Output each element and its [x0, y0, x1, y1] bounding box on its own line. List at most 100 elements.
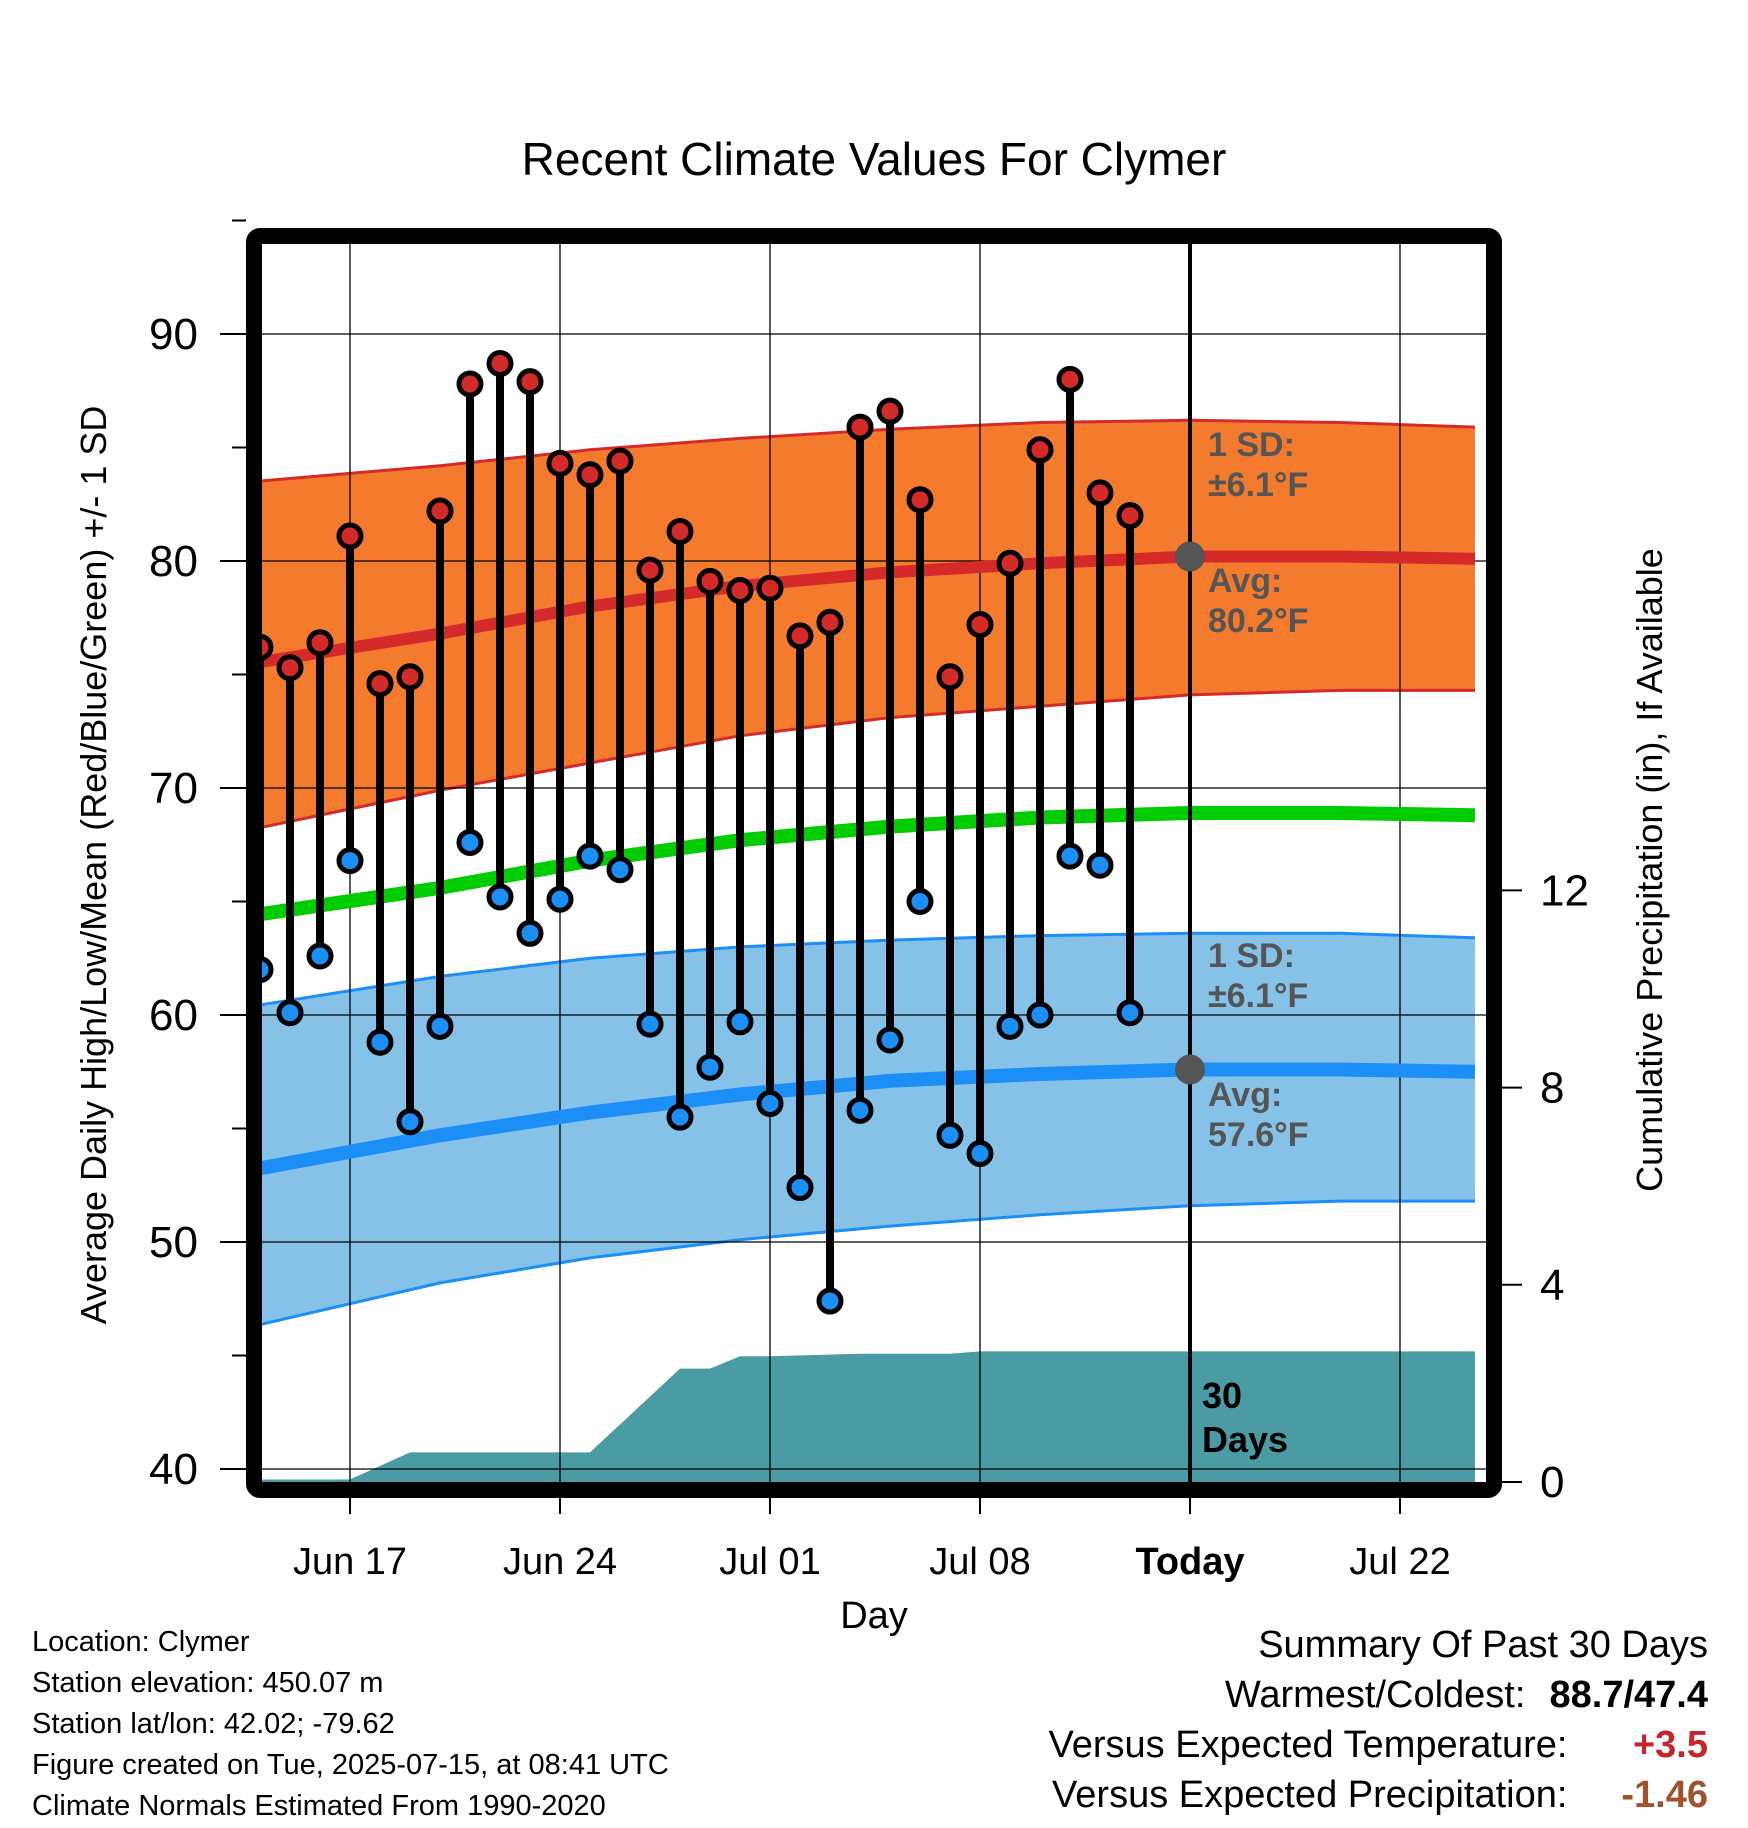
daily-low-marker [276, 999, 304, 1027]
plot-border [246, 228, 1502, 1498]
elevation-text: Station elevation: 450.07 m [32, 1667, 384, 1699]
warm-cold-value: 88.7/47.4 [1549, 1674, 1708, 1716]
high-sd-label: 1 SD: [1208, 426, 1295, 464]
daily-low-marker [306, 942, 334, 970]
precip-label: Versus Expected Precipitation: [1052, 1774, 1568, 1816]
x-axis-title: Day [840, 1595, 908, 1637]
y-right-axis-title: Cumulative Precipitation (in), If Availa… [1629, 548, 1670, 1192]
station-info: Location: Clymer Station elevation: 450.… [32, 1622, 669, 1827]
daily-high-marker [336, 522, 364, 550]
daily-low-marker [456, 828, 484, 856]
daily-high-marker [936, 663, 964, 691]
daily-low-marker [846, 1096, 874, 1124]
high-avg-value: 80.2°F [1208, 602, 1309, 640]
low-sd-band [262, 933, 1475, 1325]
x-tick-label: Jul 22 [1349, 1541, 1450, 1583]
y-left-axis-title: Average Daily High/Low/Mean (Red/Blue/Gr… [73, 406, 114, 1325]
precip-days-count: 30 [1202, 1375, 1242, 1416]
latlon-text: Station lat/lon: 42.02; -79.62 [32, 1708, 395, 1740]
x-tick-label: Jun 24 [503, 1541, 617, 1583]
daily-low-marker [606, 856, 634, 884]
y-left-tick-label: 80 [149, 537, 198, 586]
daily-low-marker [726, 1008, 754, 1036]
daily-high-marker [1149, 0, 1171, 11]
normal-low-line [262, 1062, 1476, 1176]
daily-high-marker [876, 397, 904, 425]
daily-high-marker [366, 670, 394, 698]
summary-panel: Summary Of Past 30 Days Warmest/Coldest:… [1049, 1620, 1708, 1820]
daily-high-marker [906, 486, 934, 514]
x-tick-label: Jun 17 [293, 1541, 407, 1583]
low-sd-value: ±6.1°F [1208, 977, 1308, 1015]
precip-area [262, 1351, 1475, 1482]
location-text: Location: Clymer [32, 1626, 250, 1658]
daily-low-marker [1056, 842, 1084, 870]
today-low-normal-marker [1175, 1054, 1205, 1085]
low-band-lower-edge [262, 1199, 1475, 1326]
daily-low-marker [366, 1028, 394, 1056]
daily-high-marker [456, 370, 484, 398]
daily-high-marker [816, 608, 844, 636]
daily-low-marker [966, 1139, 994, 1167]
daily-low-marker [756, 1090, 784, 1118]
daily-high-marker [486, 350, 514, 378]
daily-low-marker [486, 883, 514, 911]
daily-high-marker [426, 497, 454, 525]
daily-low-marker [336, 847, 364, 875]
daily-high-marker [606, 447, 634, 475]
daily-high-marker [666, 517, 694, 545]
warm-cold-label: Warmest/Coldest: [1224, 1674, 1526, 1716]
daily-low-marker [426, 1012, 454, 1040]
daily-high-marker [576, 461, 604, 489]
daily-low-marker [996, 1012, 1024, 1040]
summary-warm-cold: Warmest/Coldest: 88.7/47.4 [1049, 1670, 1708, 1720]
daily-high-marker [262, 633, 274, 661]
daily-high-marker [516, 368, 544, 396]
today-high-normal-marker [1175, 541, 1205, 572]
daily-high-marker [546, 449, 574, 477]
y-left-tick-label: 60 [149, 991, 198, 1040]
daily-low-marker [1149, 0, 1171, 11]
daily-low-marker [906, 888, 934, 915]
daily-high-marker [726, 577, 754, 605]
y-right-tick-label: 12 [1540, 866, 1589, 915]
daily-high-marker [756, 574, 784, 602]
daily-high-marker [1026, 436, 1054, 464]
summary-temp: Versus Expected Temperature: +3.5 [1049, 1720, 1708, 1770]
daily-low-marker [936, 1121, 964, 1149]
y-left-tick-label: 90 [149, 310, 198, 359]
precip-days-label: Days [1202, 1419, 1288, 1460]
daily-low-marker [1026, 1001, 1054, 1029]
y-left-tick-label: 40 [149, 1445, 198, 1494]
daily-high-marker [966, 611, 994, 639]
x-tick-label: Jul 01 [719, 1541, 820, 1583]
daily-low-marker [666, 1103, 694, 1131]
y-left-tick-label: 70 [149, 764, 198, 813]
daily-low-marker [576, 842, 604, 870]
daily-low-marker [636, 1010, 664, 1038]
daily-low-marker [816, 1287, 844, 1315]
daily-high-marker [786, 622, 814, 650]
created-text: Figure created on Tue, 2025-07-15, at 08… [32, 1749, 669, 1781]
daily-low-marker [396, 1108, 424, 1136]
daily-high-marker [306, 629, 334, 657]
daily-high-marker [846, 413, 874, 441]
daily-low-marker [262, 956, 274, 983]
chart-title: Recent Climate Values For Clymer [521, 133, 1227, 185]
low-sd-label: 1 SD: [1208, 937, 1295, 975]
daily-low-marker [1086, 851, 1114, 879]
daily-high-marker [1116, 502, 1144, 530]
high-sd-value: ±6.1°F [1208, 466, 1308, 504]
y-right-tick-label: 4 [1540, 1261, 1564, 1310]
daily-low-marker [696, 1053, 724, 1081]
daily-high-marker [276, 654, 304, 682]
y-right-tick-label: 8 [1540, 1064, 1564, 1113]
daily-low-marker [546, 885, 574, 913]
daily-low-marker [786, 1174, 814, 1202]
normals-text: Climate Normals Estimated From 1990-2020 [32, 1790, 606, 1822]
precip-value: -1.46 [1621, 1774, 1708, 1816]
temp-value: +3.5 [1632, 1724, 1708, 1766]
summary-precip: Versus Expected Precipitation: -1.46 [1049, 1770, 1708, 1820]
